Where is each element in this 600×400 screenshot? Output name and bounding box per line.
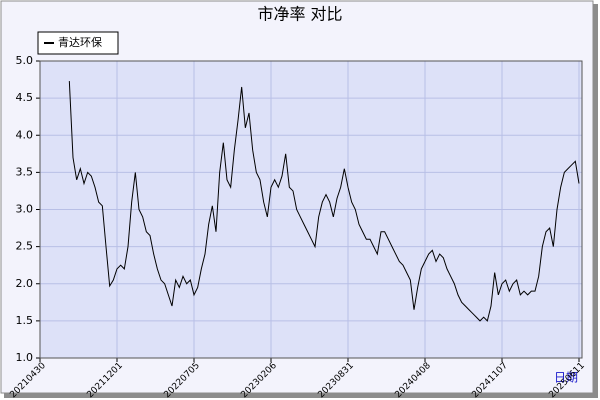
y-tick-label: 2.5: [16, 240, 34, 253]
y-tick-label: 3.0: [16, 203, 34, 216]
y-tick-label: 4.5: [16, 91, 34, 104]
legend-label: 青达环保: [58, 35, 102, 49]
y-tick-label: 1.0: [16, 351, 34, 364]
legend-box: [37, 31, 119, 55]
y-tick-label: 1.5: [16, 314, 34, 327]
data-line: [68, 81, 580, 322]
y-tick-label: 2.0: [16, 277, 34, 290]
y-tick-label: 5.0: [16, 54, 34, 67]
y-tick-label: 3.5: [16, 165, 34, 178]
chart-title: 市净率 对比: [257, 5, 342, 24]
y-tick-label: 4.0: [16, 128, 34, 141]
plot-border: [39, 60, 583, 359]
x-axis-label: 日期: [554, 371, 578, 385]
